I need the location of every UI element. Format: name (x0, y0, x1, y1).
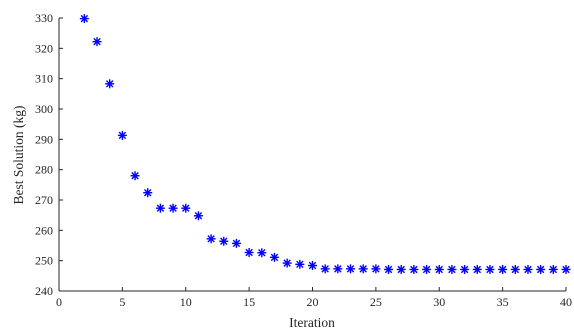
data-point (485, 264, 495, 274)
data-point (219, 236, 229, 246)
data-point (371, 264, 381, 274)
x-tick-label: 15 (243, 295, 255, 309)
data-point (308, 261, 317, 271)
data-point (282, 258, 292, 268)
y-tick-label: 320 (35, 41, 53, 55)
data-point (384, 264, 394, 274)
data-point (396, 264, 406, 274)
data-point (143, 188, 153, 198)
y-tick-label: 280 (35, 163, 53, 177)
data-point (269, 252, 279, 262)
data-points (79, 14, 571, 274)
x-tick-label: 30 (433, 295, 445, 309)
data-point (523, 264, 533, 274)
y-tick-label: 300 (35, 102, 53, 116)
x-axis-title: Iteration (289, 315, 335, 329)
y-tick-label: 250 (35, 254, 53, 268)
y-tick-label: 330 (35, 11, 53, 25)
data-point (346, 264, 356, 274)
data-point (358, 264, 368, 274)
y-tick-label: 310 (35, 72, 53, 86)
data-point (92, 37, 102, 47)
data-point (79, 14, 89, 24)
x-tick-label: 20 (307, 295, 319, 309)
data-point (168, 203, 178, 213)
y-axis-title: Best Solution (kg) (11, 105, 26, 204)
y-tick-label: 290 (35, 132, 53, 146)
data-point (447, 264, 457, 274)
data-point (231, 238, 241, 248)
data-point (244, 247, 254, 257)
y-tick-label: 260 (35, 223, 53, 237)
y-tick-label: 270 (35, 193, 53, 207)
x-tick-label: 10 (180, 295, 192, 309)
data-point (548, 264, 558, 274)
data-point (320, 264, 330, 274)
y-tick-label: 240 (35, 284, 53, 298)
data-point (117, 130, 127, 140)
data-point (498, 264, 508, 274)
x-tick-label: 25 (370, 295, 382, 309)
data-point (422, 264, 432, 274)
plot-area: 0 5 10 15 20 25 30 35 40 240 250 260 270 280 290 300 31… (35, 11, 572, 309)
data-point (333, 264, 343, 274)
x-ticks: 0 5 10 15 20 25 30 35 40 (56, 287, 572, 309)
x-tick-label: 35 (497, 295, 509, 309)
data-point (561, 264, 571, 274)
data-point (510, 264, 520, 274)
data-point (257, 248, 267, 258)
x-tick-label: 40 (560, 295, 572, 309)
data-point (193, 211, 203, 221)
data-point (472, 264, 482, 274)
x-tick-label: 5 (119, 295, 125, 309)
x-tick-label: 0 (56, 295, 62, 309)
data-point (105, 79, 115, 89)
data-point (536, 264, 546, 274)
data-point (434, 264, 444, 274)
data-point (155, 203, 165, 213)
data-point (181, 203, 191, 213)
y-ticks: 240 250 260 270 280 290 300 310 320 330 (35, 11, 63, 298)
data-point (409, 264, 419, 274)
data-point (295, 259, 305, 269)
data-point (130, 171, 140, 181)
data-point (206, 234, 216, 244)
data-point (460, 264, 470, 274)
